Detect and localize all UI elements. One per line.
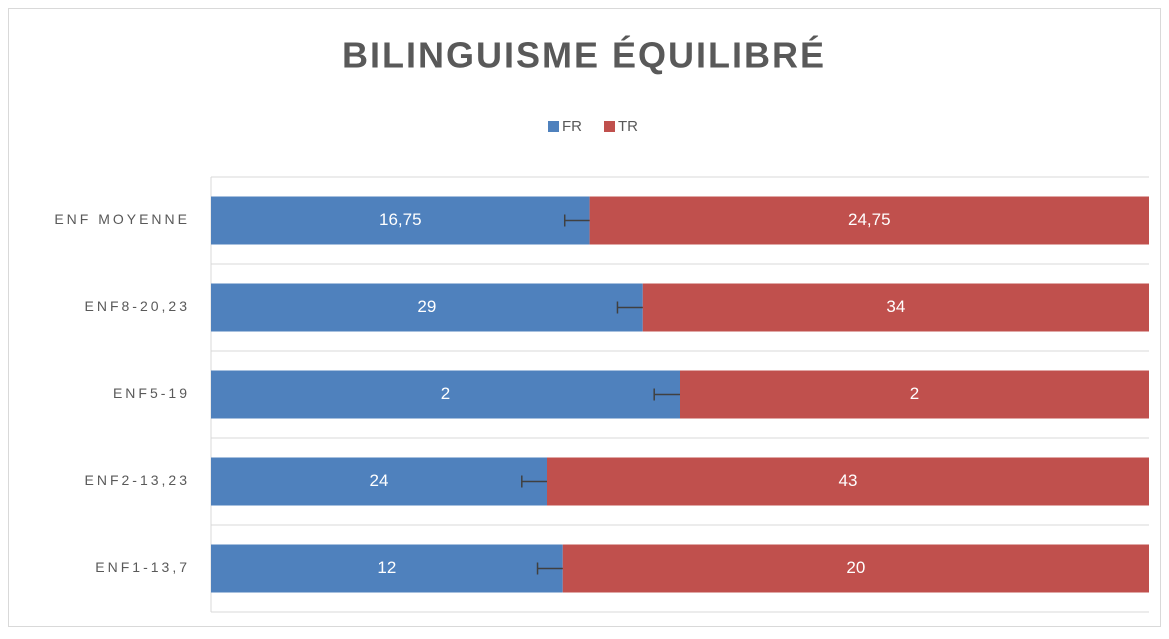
- value-label: 20: [846, 558, 865, 577]
- bar-segment: [211, 283, 643, 332]
- legend-label: TR: [618, 118, 638, 135]
- bar-segment: [680, 370, 1149, 419]
- value-label: 24,75: [848, 210, 891, 229]
- value-label: 2: [910, 384, 919, 403]
- value-label: 12: [377, 558, 396, 577]
- legend-swatch: [604, 121, 615, 132]
- bar-segment: [547, 457, 1149, 506]
- bar-segment: [211, 457, 547, 506]
- legend-swatch: [548, 121, 559, 132]
- bar-segment: [589, 196, 1149, 245]
- bar-segment: [211, 544, 563, 593]
- value-label: 29: [417, 297, 436, 316]
- y-tick-label: ENF1-13,7: [95, 559, 190, 575]
- bar-segment: [211, 196, 590, 245]
- bar-segment: [642, 283, 1149, 332]
- value-label: 34: [886, 297, 905, 316]
- legend-label: FR: [562, 118, 582, 135]
- bar-segment: [562, 544, 1149, 593]
- value-label: 2: [441, 384, 450, 403]
- chart-title: BILINGUISME ÉQUILIBRÉ: [342, 35, 826, 76]
- y-tick-label: ENF5-19: [113, 385, 190, 401]
- value-label: 16,75: [379, 210, 422, 229]
- bar-segment: [211, 370, 680, 419]
- value-label: 24: [370, 471, 389, 490]
- y-tick-label: ENF MOYENNE: [54, 211, 190, 227]
- value-label: 43: [839, 471, 858, 490]
- y-tick-label: ENF8-20,23: [85, 298, 190, 314]
- y-tick-label: ENF2-13,23: [85, 472, 190, 488]
